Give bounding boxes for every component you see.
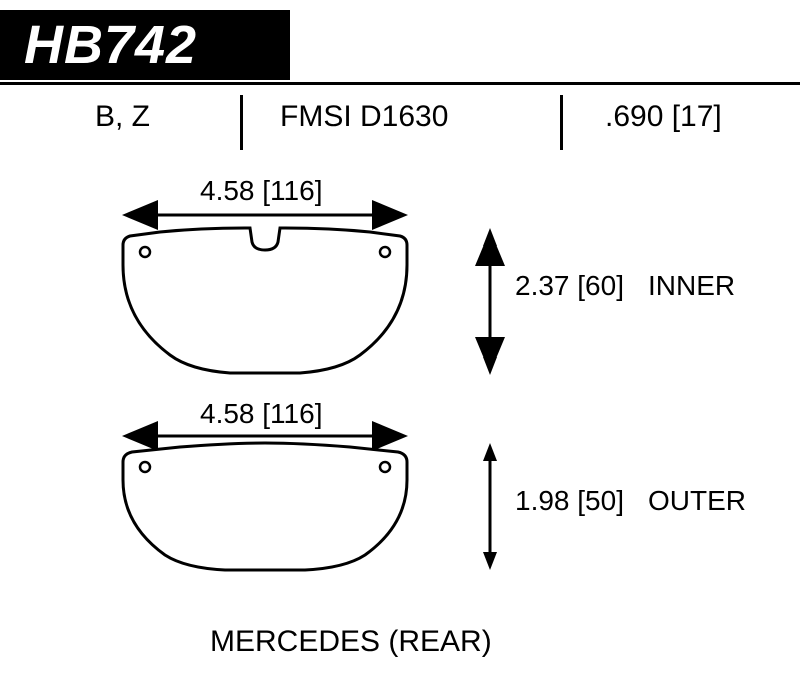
spec-compounds: B, Z [95,100,150,134]
spec-row: B, Z FMSI D1630 .690 [17] [0,100,800,160]
diagram-area: 4.58 [116] [0,170,800,640]
outer-height-label: 1.98 [50] [515,485,624,517]
spec-divider-1 [240,95,243,150]
spec-divider-2 [560,95,563,150]
footer-vehicle-label: MERCEDES (REAR) [210,625,492,659]
header-underline [0,82,800,85]
outer-height-arrow [0,170,800,640]
header-black-box: HB742 [0,10,290,80]
header-band: HB742 [0,10,800,80]
outer-side-label: OUTER [648,485,746,517]
spec-thickness: .690 [17] [605,100,722,134]
spec-fmsi: FMSI D1630 [280,100,448,134]
part-number: HB742 [24,14,197,76]
